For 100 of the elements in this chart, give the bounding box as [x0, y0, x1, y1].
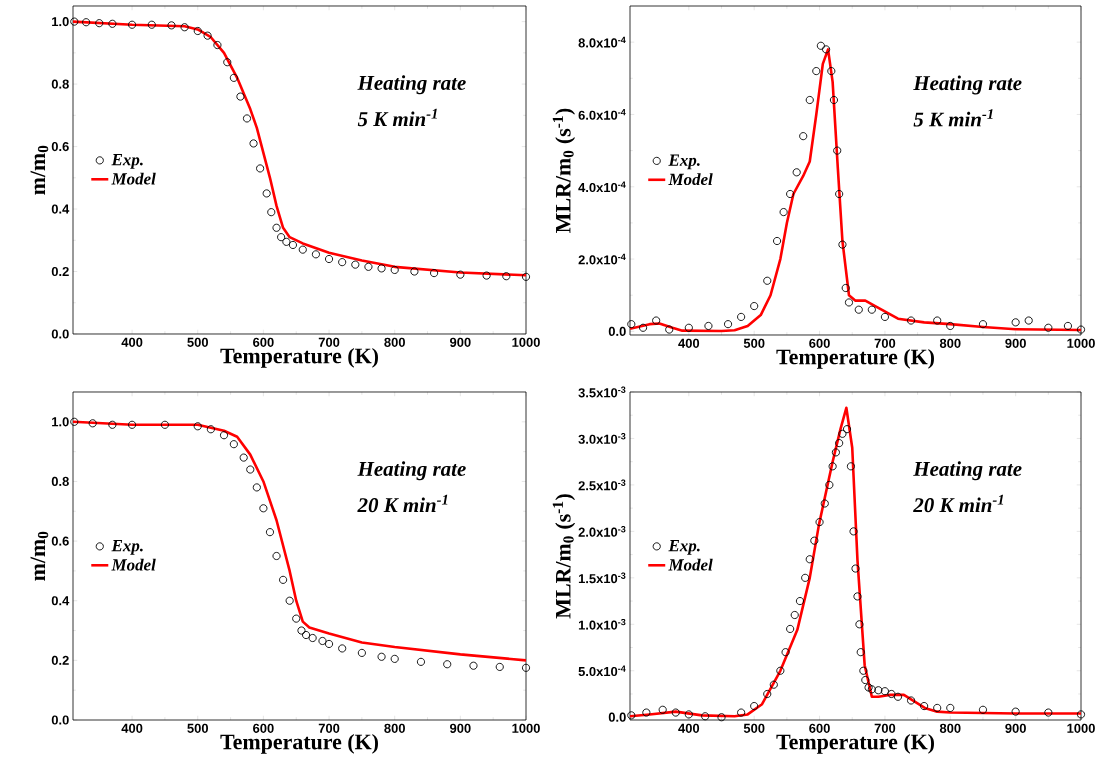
x-tick-label: 900	[1005, 723, 1026, 733]
point	[907, 696, 916, 705]
point	[786, 189, 795, 199]
point	[279, 575, 288, 584]
point	[831, 448, 840, 457]
point	[265, 528, 275, 537]
y-tick-label: 0.0	[51, 715, 69, 725]
y-tick-label: 6.0x10$^{-4}$	[578, 109, 626, 120]
point	[642, 708, 651, 717]
x-tick-label: 400	[678, 723, 700, 733]
point	[70, 417, 79, 426]
x-tick-label: 600	[253, 337, 274, 347]
point	[298, 245, 307, 254]
y-tick-label: 5.0x10$^{-4}$	[578, 665, 626, 677]
point	[855, 620, 864, 629]
annotation: 5 K min$^{-1}$	[913, 109, 993, 127]
legend-label: Exp.	[668, 154, 700, 170]
point	[844, 298, 854, 307]
y-tick-label: 4.0x10$^{-4}$	[578, 181, 626, 193]
point	[88, 419, 97, 428]
point	[469, 661, 478, 670]
point	[859, 666, 868, 675]
point	[302, 630, 311, 640]
point	[838, 240, 847, 249]
y-axis-title: m/m$_{0}$	[30, 145, 49, 195]
x-tick-label: 500	[187, 337, 209, 347]
y-tick-label: 3.5x10$^{-3}$	[578, 386, 626, 398]
point	[272, 551, 281, 561]
point	[308, 633, 317, 643]
point	[495, 662, 504, 671]
point	[799, 132, 808, 141]
point	[627, 711, 636, 720]
x-tick-label: 600	[809, 338, 830, 348]
y-tick-label: 0.4	[51, 596, 70, 606]
y-tick-label: 0.2	[51, 266, 69, 277]
point	[671, 708, 680, 717]
point	[790, 610, 799, 620]
point	[825, 480, 834, 489]
y-tick-label: 8.0x10$^{-4}$	[578, 36, 626, 48]
point	[430, 269, 439, 278]
y-tick-label: 0.0	[608, 712, 626, 722]
y-tick-label: 0.2	[51, 655, 69, 665]
point	[827, 67, 836, 76]
point	[95, 19, 104, 28]
point	[180, 23, 189, 32]
legend-label: Exp.	[111, 540, 143, 555]
point	[907, 316, 916, 325]
y-tick-label: 2.0x10$^{-3}$	[578, 525, 626, 537]
annotation: Heating rate	[913, 75, 1022, 95]
point	[223, 58, 232, 67]
y-tick-label: 0.4	[51, 204, 70, 214]
point	[822, 45, 831, 54]
point	[701, 712, 710, 721]
y-tick-label: 2.0x10$^{-4}$	[578, 253, 626, 265]
point	[390, 265, 399, 274]
point	[763, 689, 772, 699]
point	[828, 462, 837, 471]
y-tick-label: 3.0x10$^{-3}$	[578, 433, 626, 444]
point	[502, 272, 511, 281]
point	[128, 20, 137, 29]
point	[108, 19, 117, 28]
point	[801, 573, 810, 582]
point	[893, 692, 903, 701]
point	[160, 420, 169, 429]
y-tick-label: 0.0	[608, 326, 626, 336]
point	[377, 652, 386, 661]
x-tick-label: 1000	[1067, 723, 1095, 733]
y-axis-title: m/m$_{0}$	[30, 531, 49, 581]
annotation: Heating rate	[357, 75, 466, 95]
y-tick-label: 0.6	[51, 141, 69, 152]
x-tick-label: 600	[809, 723, 830, 733]
legend-label: Model	[111, 172, 156, 185]
point	[769, 680, 778, 689]
legend-label: Exp.	[668, 540, 700, 555]
y-tick-label: 0.6	[51, 536, 69, 546]
point	[236, 92, 245, 101]
point	[933, 703, 942, 712]
legend-label: Model	[668, 173, 713, 186]
point	[763, 276, 772, 285]
y-tick-label: 1.0	[52, 17, 69, 27]
point	[288, 240, 297, 250]
point	[880, 312, 889, 321]
point	[203, 31, 212, 40]
point	[846, 462, 855, 471]
point	[815, 518, 824, 527]
x-axis-title: Temperature (K)	[776, 733, 934, 754]
x-tick-label: 700	[318, 723, 340, 733]
y-tick-label: 1.0	[52, 417, 69, 427]
y-axis-title: MLR/m$_{0}$ (s$^{-1}$)	[552, 494, 576, 619]
point	[978, 320, 988, 329]
point	[658, 705, 667, 714]
y-tick-label: 1.5x10$^{-3}$	[578, 572, 626, 584]
point	[841, 283, 850, 293]
point	[1076, 710, 1086, 719]
point	[277, 233, 286, 242]
x-tick-label: 400	[121, 723, 143, 733]
legend-label: Model	[668, 558, 713, 571]
point	[781, 648, 790, 657]
point	[665, 325, 674, 334]
y-tick-label: 2.5x10$^{-3}$	[578, 479, 626, 491]
